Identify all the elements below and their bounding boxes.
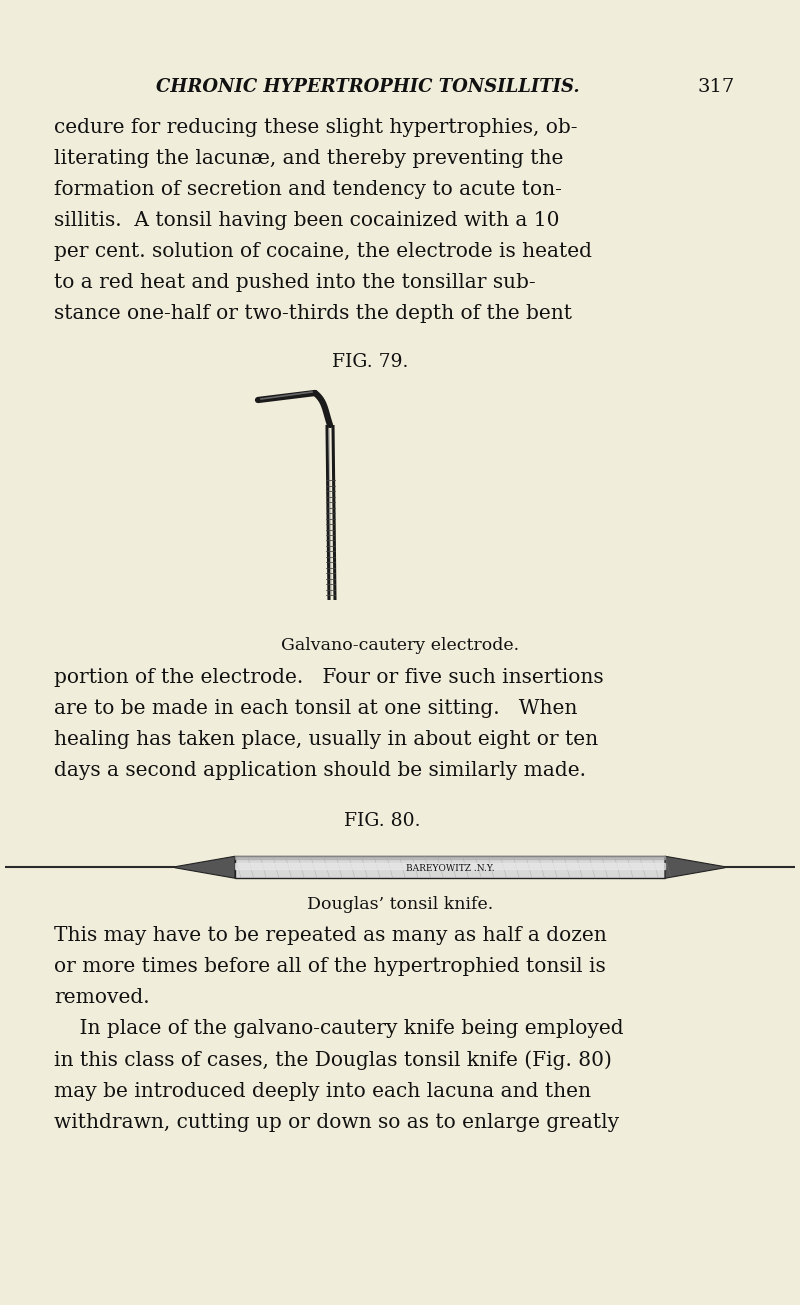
- Text: formation of secretion and tendency to acute ton-: formation of secretion and tendency to a…: [54, 180, 562, 200]
- Polygon shape: [175, 856, 235, 878]
- Text: This may have to be repeated as many as half a dozen: This may have to be repeated as many as …: [54, 927, 607, 945]
- Text: BAREYOWITZ .N.Y.: BAREYOWITZ .N.Y.: [406, 864, 494, 873]
- Text: sillitis.  A tonsil having been cocainized with a 10: sillitis. A tonsil having been cocainize…: [54, 211, 560, 230]
- Text: healing has taken place, usually in about eight or ten: healing has taken place, usually in abou…: [54, 729, 598, 749]
- Text: CHRONIC HYPERTROPHIC TONSILLITIS.: CHRONIC HYPERTROPHIC TONSILLITIS.: [156, 78, 580, 97]
- FancyBboxPatch shape: [235, 856, 665, 878]
- Text: Douglas’ tonsil knife.: Douglas’ tonsil knife.: [307, 897, 493, 914]
- Text: FIG. 80.: FIG. 80.: [344, 812, 421, 830]
- Text: days a second application should be similarly made.: days a second application should be simi…: [54, 761, 586, 780]
- Text: portion of the electrode.   Four or five such insertions: portion of the electrode. Four or five s…: [54, 668, 604, 686]
- Text: cedure for reducing these slight hypertrophies, ob-: cedure for reducing these slight hypertr…: [54, 117, 578, 137]
- Polygon shape: [235, 863, 665, 869]
- Text: FIG. 79.: FIG. 79.: [332, 354, 408, 372]
- Text: stance one-half or two-thirds the depth of the bent: stance one-half or two-thirds the depth …: [54, 304, 573, 324]
- Text: withdrawn, cutting up or down so as to enlarge greatly: withdrawn, cutting up or down so as to e…: [54, 1113, 619, 1131]
- Polygon shape: [665, 856, 725, 878]
- Text: or more times before all of the hypertrophied tonsil is: or more times before all of the hypertro…: [54, 958, 606, 976]
- Text: removed.: removed.: [54, 988, 150, 1007]
- Text: per cent. solution of cocaine, the electrode is heated: per cent. solution of cocaine, the elect…: [54, 243, 592, 261]
- Polygon shape: [235, 856, 665, 859]
- Text: in this class of cases, the Douglas tonsil knife (Fig. 80): in this class of cases, the Douglas tons…: [54, 1051, 612, 1070]
- Text: literating the lacunæ, and thereby preventing the: literating the lacunæ, and thereby preve…: [54, 149, 564, 168]
- Text: 317: 317: [698, 78, 734, 97]
- Text: to a red heat and pushed into the tonsillar sub-: to a red heat and pushed into the tonsil…: [54, 273, 536, 292]
- Text: may be introduced deeply into each lacuna and then: may be introduced deeply into each lacun…: [54, 1082, 591, 1100]
- Text: Galvano-cautery electrode.: Galvano-cautery electrode.: [281, 637, 519, 654]
- Text: In place of the galvano-cautery knife being employed: In place of the galvano-cautery knife be…: [54, 1019, 624, 1039]
- Text: are to be made in each tonsil at one sitting.   When: are to be made in each tonsil at one sit…: [54, 699, 578, 718]
